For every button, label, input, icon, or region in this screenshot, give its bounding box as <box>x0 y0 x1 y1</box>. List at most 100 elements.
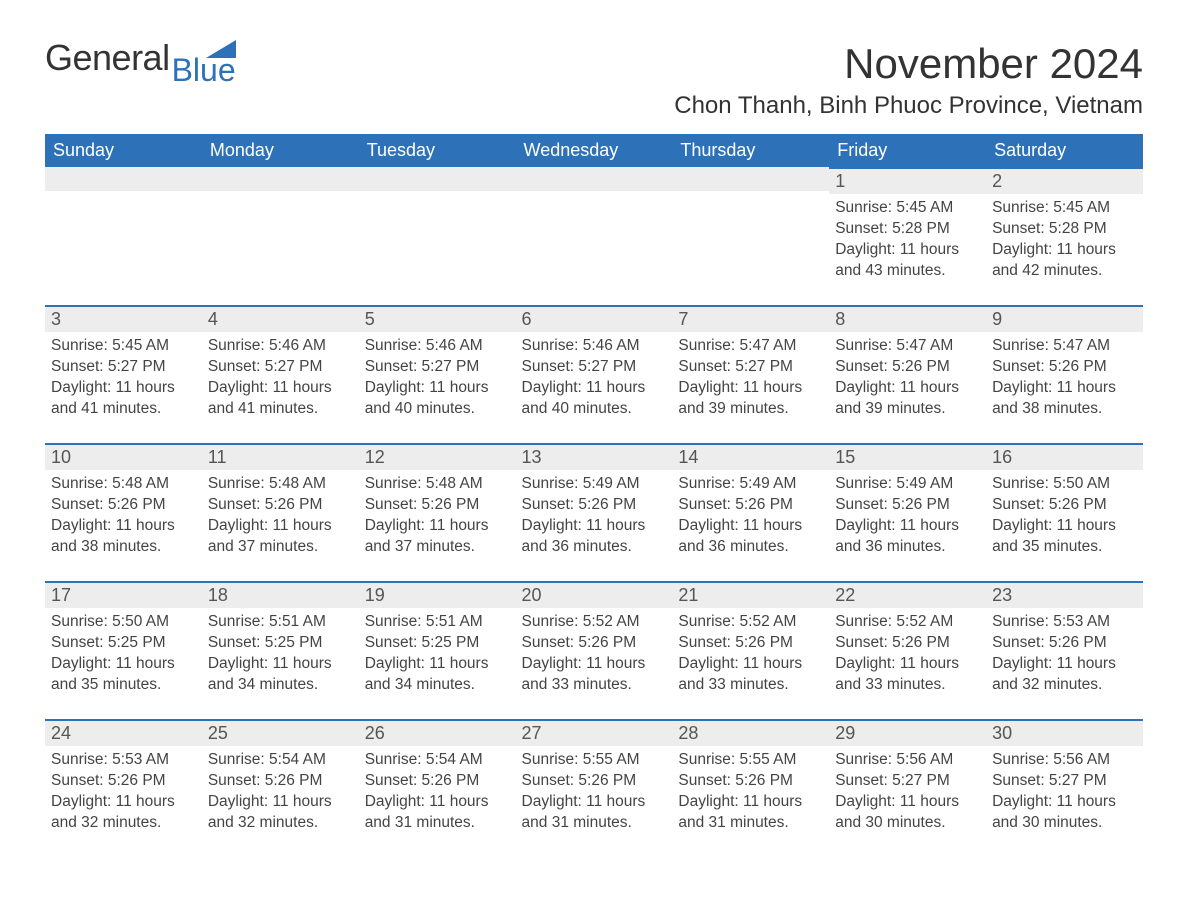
calendar-body: 1Sunrise: 5:45 AMSunset: 5:28 PMDaylight… <box>45 167 1143 857</box>
calendar-day-cell: 10Sunrise: 5:48 AMSunset: 5:26 PMDayligh… <box>45 443 202 581</box>
daylight-line: Daylight: 11 hours and 33 minutes. <box>678 654 823 696</box>
sunrise-line: Sunrise: 5:45 AM <box>51 336 196 357</box>
day-number: 30 <box>986 719 1143 746</box>
daylight-line: Daylight: 11 hours and 41 minutes. <box>51 378 196 420</box>
calendar-day-cell: 5Sunrise: 5:46 AMSunset: 5:27 PMDaylight… <box>359 305 516 443</box>
calendar-day-cell: 28Sunrise: 5:55 AMSunset: 5:26 PMDayligh… <box>672 719 829 857</box>
daylight-line: Daylight: 11 hours and 35 minutes. <box>992 516 1137 558</box>
sunset-line: Sunset: 5:27 PM <box>51 357 196 378</box>
day-number: 21 <box>672 581 829 608</box>
day-details: Sunrise: 5:50 AMSunset: 5:26 PMDaylight:… <box>986 470 1143 568</box>
sunset-line: Sunset: 5:26 PM <box>992 357 1137 378</box>
calendar-day-cell: 2Sunrise: 5:45 AMSunset: 5:28 PMDaylight… <box>986 167 1143 305</box>
calendar-week-row: 3Sunrise: 5:45 AMSunset: 5:27 PMDaylight… <box>45 305 1143 443</box>
day-number: 9 <box>986 305 1143 332</box>
day-details: Sunrise: 5:47 AMSunset: 5:26 PMDaylight:… <box>829 332 986 430</box>
day-details: Sunrise: 5:56 AMSunset: 5:27 PMDaylight:… <box>986 746 1143 844</box>
sunrise-line: Sunrise: 5:48 AM <box>365 474 510 495</box>
sunset-line: Sunset: 5:27 PM <box>835 771 980 792</box>
day-number: 1 <box>829 167 986 194</box>
sunrise-line: Sunrise: 5:53 AM <box>51 750 196 771</box>
calendar-day-cell: 16Sunrise: 5:50 AMSunset: 5:26 PMDayligh… <box>986 443 1143 581</box>
daylight-line: Daylight: 11 hours and 41 minutes. <box>208 378 353 420</box>
day-number: 25 <box>202 719 359 746</box>
sunrise-line: Sunrise: 5:48 AM <box>51 474 196 495</box>
daylight-line: Daylight: 11 hours and 34 minutes. <box>208 654 353 696</box>
day-number: 11 <box>202 443 359 470</box>
sunrise-line: Sunrise: 5:52 AM <box>678 612 823 633</box>
day-number: 16 <box>986 443 1143 470</box>
calendar-empty-cell <box>516 167 673 305</box>
day-details: Sunrise: 5:49 AMSunset: 5:26 PMDaylight:… <box>516 470 673 568</box>
calendar-empty-cell <box>359 167 516 305</box>
day-details: Sunrise: 5:56 AMSunset: 5:27 PMDaylight:… <box>829 746 986 844</box>
calendar-day-cell: 18Sunrise: 5:51 AMSunset: 5:25 PMDayligh… <box>202 581 359 719</box>
daylight-line: Daylight: 11 hours and 30 minutes. <box>992 792 1137 834</box>
calendar-week-row: 17Sunrise: 5:50 AMSunset: 5:25 PMDayligh… <box>45 581 1143 719</box>
calendar-day-cell: 24Sunrise: 5:53 AMSunset: 5:26 PMDayligh… <box>45 719 202 857</box>
day-number: 14 <box>672 443 829 470</box>
weekday-header: Wednesday <box>516 134 673 167</box>
calendar-day-cell: 4Sunrise: 5:46 AMSunset: 5:27 PMDaylight… <box>202 305 359 443</box>
calendar-day-cell: 7Sunrise: 5:47 AMSunset: 5:27 PMDaylight… <box>672 305 829 443</box>
calendar-day-cell: 27Sunrise: 5:55 AMSunset: 5:26 PMDayligh… <box>516 719 673 857</box>
daylight-line: Daylight: 11 hours and 42 minutes. <box>992 240 1137 282</box>
daylight-line: Daylight: 11 hours and 38 minutes. <box>992 378 1137 420</box>
day-details: Sunrise: 5:52 AMSunset: 5:26 PMDaylight:… <box>672 608 829 706</box>
location-subtitle: Chon Thanh, Binh Phuoc Province, Vietnam <box>45 92 1143 120</box>
sunrise-line: Sunrise: 5:55 AM <box>522 750 667 771</box>
daylight-line: Daylight: 11 hours and 31 minutes. <box>678 792 823 834</box>
day-number: 29 <box>829 719 986 746</box>
day-details: Sunrise: 5:53 AMSunset: 5:26 PMDaylight:… <box>45 746 202 844</box>
calendar-day-cell: 11Sunrise: 5:48 AMSunset: 5:26 PMDayligh… <box>202 443 359 581</box>
sunset-line: Sunset: 5:26 PM <box>992 633 1137 654</box>
day-number: 7 <box>672 305 829 332</box>
sunrise-line: Sunrise: 5:45 AM <box>835 198 980 219</box>
sunrise-line: Sunrise: 5:51 AM <box>365 612 510 633</box>
sunset-line: Sunset: 5:26 PM <box>835 495 980 516</box>
sunrise-line: Sunrise: 5:52 AM <box>522 612 667 633</box>
logo-block: Blue <box>172 40 236 85</box>
sunrise-line: Sunrise: 5:54 AM <box>208 750 353 771</box>
calendar-table: SundayMondayTuesdayWednesdayThursdayFrid… <box>45 134 1143 857</box>
sunset-line: Sunset: 5:26 PM <box>208 495 353 516</box>
day-details: Sunrise: 5:48 AMSunset: 5:26 PMDaylight:… <box>45 470 202 568</box>
sunrise-line: Sunrise: 5:54 AM <box>365 750 510 771</box>
day-number: 24 <box>45 719 202 746</box>
sunset-line: Sunset: 5:27 PM <box>678 357 823 378</box>
day-number: 22 <box>829 581 986 608</box>
sunrise-line: Sunrise: 5:55 AM <box>678 750 823 771</box>
day-details: Sunrise: 5:55 AMSunset: 5:26 PMDaylight:… <box>672 746 829 844</box>
empty-day-strip <box>202 167 359 191</box>
calendar-empty-cell <box>45 167 202 305</box>
header: General Blue November 2024 <box>45 40 1143 88</box>
calendar-day-cell: 21Sunrise: 5:52 AMSunset: 5:26 PMDayligh… <box>672 581 829 719</box>
calendar-day-cell: 6Sunrise: 5:46 AMSunset: 5:27 PMDaylight… <box>516 305 673 443</box>
empty-day-strip <box>516 167 673 191</box>
daylight-line: Daylight: 11 hours and 36 minutes. <box>835 516 980 558</box>
sunrise-line: Sunrise: 5:50 AM <box>51 612 196 633</box>
calendar-day-cell: 1Sunrise: 5:45 AMSunset: 5:28 PMDaylight… <box>829 167 986 305</box>
calendar-day-cell: 23Sunrise: 5:53 AMSunset: 5:26 PMDayligh… <box>986 581 1143 719</box>
weekday-header: Thursday <box>672 134 829 167</box>
daylight-line: Daylight: 11 hours and 34 minutes. <box>365 654 510 696</box>
day-details: Sunrise: 5:45 AMSunset: 5:27 PMDaylight:… <box>45 332 202 430</box>
sunset-line: Sunset: 5:26 PM <box>522 495 667 516</box>
day-number: 8 <box>829 305 986 332</box>
day-number: 18 <box>202 581 359 608</box>
daylight-line: Daylight: 11 hours and 31 minutes. <box>522 792 667 834</box>
sunset-line: Sunset: 5:27 PM <box>992 771 1137 792</box>
day-details: Sunrise: 5:49 AMSunset: 5:26 PMDaylight:… <box>672 470 829 568</box>
sunrise-line: Sunrise: 5:52 AM <box>835 612 980 633</box>
day-details: Sunrise: 5:51 AMSunset: 5:25 PMDaylight:… <box>359 608 516 706</box>
sunset-line: Sunset: 5:26 PM <box>678 633 823 654</box>
daylight-line: Daylight: 11 hours and 35 minutes. <box>51 654 196 696</box>
calendar-week-row: 24Sunrise: 5:53 AMSunset: 5:26 PMDayligh… <box>45 719 1143 857</box>
daylight-line: Daylight: 11 hours and 32 minutes. <box>992 654 1137 696</box>
sunset-line: Sunset: 5:27 PM <box>365 357 510 378</box>
sunset-line: Sunset: 5:27 PM <box>522 357 667 378</box>
sunset-line: Sunset: 5:25 PM <box>365 633 510 654</box>
day-number: 13 <box>516 443 673 470</box>
day-number: 6 <box>516 305 673 332</box>
calendar-day-cell: 19Sunrise: 5:51 AMSunset: 5:25 PMDayligh… <box>359 581 516 719</box>
